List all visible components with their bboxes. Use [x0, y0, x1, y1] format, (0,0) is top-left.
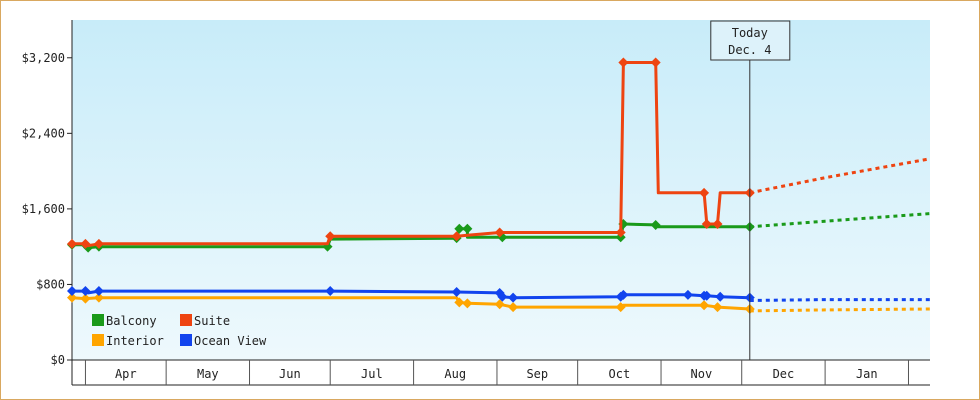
data-point-suite — [80, 238, 91, 249]
x-tick-label: Apr — [115, 367, 137, 381]
x-tick-label: Jan — [856, 367, 878, 381]
data-point-interior — [508, 302, 519, 313]
x-tick-label: May — [197, 367, 219, 381]
x-tick-label: Dec — [773, 367, 795, 381]
legend: Balcony Suite Interior Ocean View — [92, 314, 267, 348]
legend-swatch-suite — [180, 314, 192, 326]
series-interior — [67, 292, 931, 314]
today-box — [710, 20, 791, 61]
data-point-interior — [615, 302, 626, 313]
data-point-interior — [712, 302, 723, 313]
data-point-ocean-view — [682, 289, 693, 300]
x-tick-label: Jul — [361, 367, 383, 381]
y-tick-label: $2,400 — [22, 126, 65, 140]
x-axis: Apr May Jun Jul Aug Sep Oct Nov Dec Jan — [72, 359, 930, 386]
y-axis: $0 $800 $1,600 $2,400 $3,200 — [22, 20, 73, 385]
data-point-suite — [712, 219, 723, 229]
data-point-interior — [462, 298, 473, 309]
y-tick-label: $0 — [51, 353, 65, 367]
data-point-suite — [325, 231, 336, 242]
data-point-suite — [494, 227, 505, 238]
data-point-interior — [67, 292, 77, 303]
data-point-ocean-view — [93, 286, 104, 297]
y-tick-label: $1,600 — [22, 202, 65, 216]
data-point-suite — [650, 57, 661, 68]
data-point-suite — [701, 219, 712, 229]
data-point-ocean-view — [508, 292, 519, 303]
today-marker: Today Dec. 4 — [710, 20, 791, 360]
data-point-balcony — [462, 223, 473, 234]
legend-swatch-balcony — [92, 314, 104, 326]
data-point-interior — [93, 292, 104, 303]
data-point-suite — [618, 57, 629, 68]
legend-label-balcony: Balcony — [106, 314, 157, 328]
data-point-interior — [699, 300, 710, 311]
y-tick-label: $800 — [36, 277, 65, 291]
legend-label-suite: Suite — [194, 314, 230, 328]
legend-swatch-interior — [92, 334, 104, 346]
forecast-line-suite — [749, 157, 931, 195]
y-tick-label: $3,200 — [22, 51, 65, 65]
x-tick-label: Nov — [691, 367, 713, 381]
x-tick-label: Jun — [279, 367, 301, 381]
data-point-ocean-view — [618, 289, 629, 300]
data-point-suite — [93, 238, 104, 249]
forecast-line-ocean-view — [749, 298, 930, 302]
today-date: Dec. 4 — [728, 43, 771, 57]
data-point-ocean-view — [715, 291, 726, 302]
data-point-suite — [451, 231, 462, 242]
forecast-line-interior — [749, 307, 931, 313]
x-tick-label: Aug — [444, 367, 466, 381]
today-label: Today — [732, 26, 768, 40]
data-point-ocean-view — [80, 286, 91, 297]
data-point-interior — [80, 293, 91, 304]
x-tick-label: Oct — [609, 367, 631, 381]
data-point-suite — [615, 227, 626, 238]
legend-label-ocean-view: Ocean View — [194, 334, 267, 348]
legend-label-interior: Interior — [106, 334, 164, 348]
data-point-ocean-view — [325, 286, 336, 297]
data-point-ocean-view — [67, 286, 77, 297]
data-point-suite — [67, 238, 77, 249]
data-point-interior — [494, 299, 505, 310]
x-tick-label: Sep — [526, 367, 548, 381]
data-point-balcony — [650, 219, 661, 230]
data-point-suite — [699, 187, 710, 198]
data-point-interior — [454, 297, 465, 308]
legend-swatch-ocean-view — [180, 334, 192, 346]
data-point-ocean-view — [497, 291, 508, 302]
forecast-line-balcony — [749, 212, 931, 229]
series-suite — [67, 57, 931, 249]
data-point-balcony — [454, 223, 465, 234]
data-point-ocean-view — [451, 287, 462, 297]
data-point-ocean-view — [701, 290, 712, 301]
